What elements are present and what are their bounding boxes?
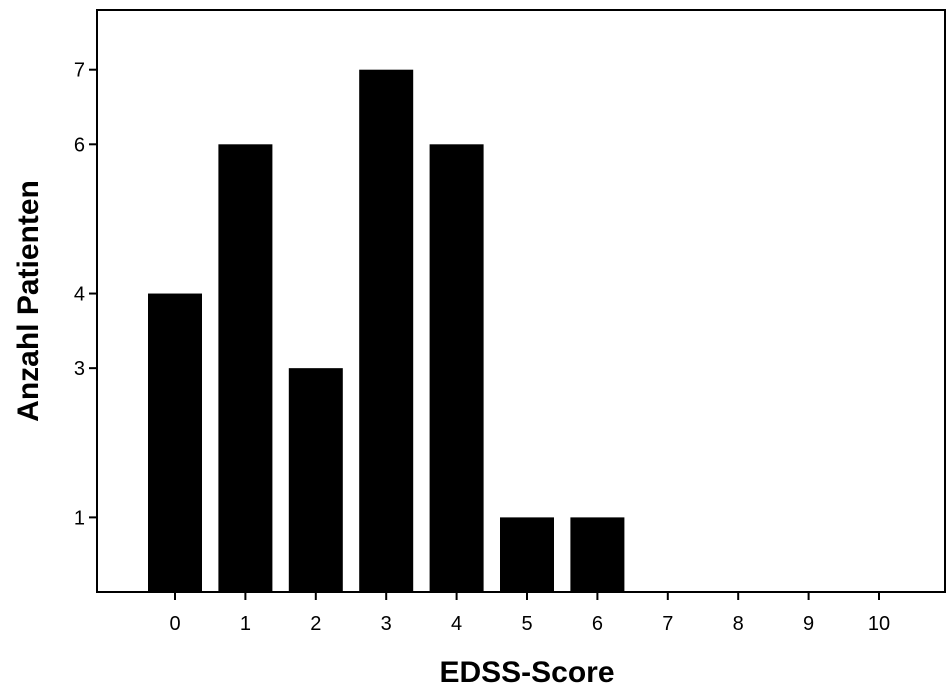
- bar-4: [429, 144, 484, 593]
- bar-6: [570, 517, 625, 592]
- x-axis-title: EDSS-Score: [439, 656, 614, 686]
- bar-2: [288, 368, 343, 592]
- y-axis-ticks: 1 3 4 6 7: [74, 60, 97, 529]
- x-tick-label: 8: [733, 613, 744, 635]
- x-tick-label: 10: [868, 613, 890, 635]
- y-tick-label: 4: [74, 284, 85, 306]
- x-tick-label: 4: [451, 613, 462, 635]
- bar-5: [500, 517, 554, 592]
- y-axis-title: Anzahl Patienten: [12, 180, 45, 422]
- x-tick-label: 2: [310, 613, 321, 635]
- x-tick-label: 0: [169, 613, 180, 635]
- bar-1: [218, 144, 273, 593]
- y-tick-label: 1: [74, 507, 85, 529]
- x-tick-label: 1: [240, 613, 251, 635]
- y-tick-label: 7: [74, 60, 85, 82]
- x-tick-label: 6: [592, 613, 603, 635]
- y-tick-label: 3: [74, 358, 85, 380]
- x-tick-label: 5: [521, 613, 532, 635]
- bar-3: [359, 69, 414, 592]
- x-tick-label: 3: [381, 613, 392, 635]
- y-tick-label: 6: [74, 134, 85, 156]
- x-tick-label: 9: [803, 613, 814, 635]
- x-axis-ticks: 0 1 2 3 4 5 6 7 8 9 10: [169, 592, 890, 635]
- x-tick-label: 7: [662, 613, 673, 635]
- bars-group: [148, 69, 625, 593]
- bar-0: [148, 293, 202, 592]
